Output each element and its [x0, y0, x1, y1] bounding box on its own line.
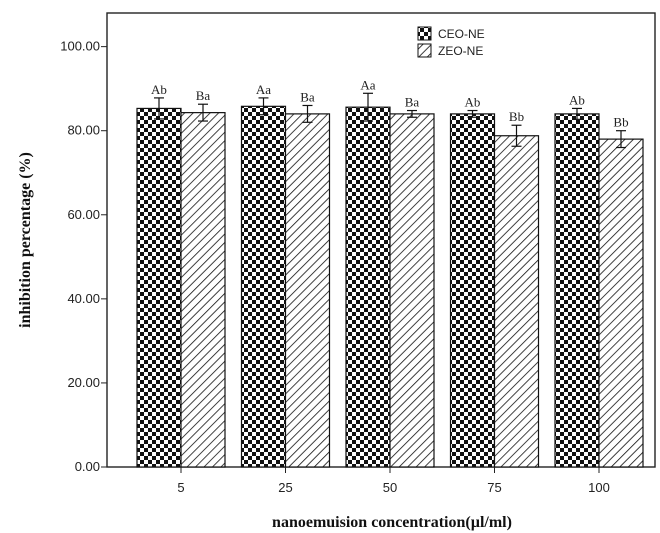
bars-group [136, 105, 644, 468]
legend-swatch-ceo-ne [417, 26, 432, 41]
x-tick-label-25: 25 [278, 480, 292, 495]
error-bar-ceo-ne-25 [258, 97, 269, 116]
y-tick-label-40-00: 40.00 [67, 291, 100, 306]
bar-ceo-ne-100 [554, 113, 600, 468]
error-bar-ceo-ne-50 [363, 92, 373, 122]
bar-label-zeo-ne-5: Ba [196, 88, 211, 103]
bar-label-ceo-ne-100: Ab [569, 92, 585, 107]
error-bar-ceo-ne-100 [572, 107, 582, 120]
error-bars-group [154, 92, 626, 149]
bar-ceo-ne-5 [136, 107, 182, 468]
bar-ceo-ne-25 [240, 105, 287, 468]
error-bar-zeo-ne-25 [302, 104, 313, 123]
y-tick-label-0-00: 0.00 [75, 459, 100, 474]
error-bar-zeo-ne-100 [616, 130, 626, 149]
bar-label-zeo-ne-50: Ba [405, 95, 420, 110]
bar-zeo-ne-5 [180, 112, 226, 468]
bar-labels-group: Ab Ba Aa Ba Aa Ba Ab Bb Ab Bb [151, 77, 629, 129]
x-tick-label-50: 50 [383, 480, 397, 495]
y-axis-title: inhibition percentage (%) [17, 152, 34, 328]
bar-label-zeo-ne-75: Bb [509, 109, 524, 124]
legend-label-zeo-ne: ZEO-NE [438, 44, 483, 58]
y-axis: 0.00 20.00 40.00 60.00 80.00 100.00 [60, 39, 107, 474]
x-tick-label-100: 100 [588, 480, 610, 495]
y-tick-label-100-00: 100.00 [60, 39, 100, 54]
y-tick-label-20-00: 20.00 [67, 375, 100, 390]
bar-label-ceo-ne-50: Aa [360, 77, 375, 92]
y-tick-label-80-00: 80.00 [67, 123, 100, 138]
x-tick-label-5: 5 [177, 480, 184, 495]
legend-label-ceo-ne: CEO-NE [438, 27, 485, 41]
error-bar-zeo-ne-5 [198, 103, 208, 122]
legend-swatch-zeo-ne [417, 43, 432, 58]
bar-ceo-ne-50 [345, 106, 391, 468]
bar-label-zeo-ne-100: Bb [613, 115, 628, 130]
y-tick-label-60-00: 60.00 [67, 207, 100, 222]
x-tick-label-75: 75 [487, 480, 501, 495]
error-bar-zeo-ne-50 [407, 109, 417, 118]
legend: CEO-NE ZEO-NE [417, 26, 485, 58]
bar-label-ceo-ne-75: Ab [465, 95, 481, 110]
error-bar-zeo-ne-75 [511, 124, 522, 147]
x-axis-title: nanoemuision concentration(µl/ml) [272, 514, 512, 531]
error-bar-ceo-ne-5 [154, 97, 164, 120]
bar-label-zeo-ne-25: Ba [300, 89, 315, 104]
bar-label-ceo-ne-25: Aa [256, 82, 271, 97]
bar-zeo-ne-75 [493, 135, 540, 468]
bar-ceo-ne-75 [449, 113, 496, 468]
x-axis: 5 25 50 75 100 [177, 467, 610, 495]
bar-zeo-ne-50 [389, 113, 435, 468]
bar-label-ceo-ne-5: Ab [151, 82, 167, 97]
bar-zeo-ne-100 [598, 138, 644, 468]
error-bar-ceo-ne-75 [467, 109, 478, 118]
bar-zeo-ne-25 [284, 113, 331, 468]
